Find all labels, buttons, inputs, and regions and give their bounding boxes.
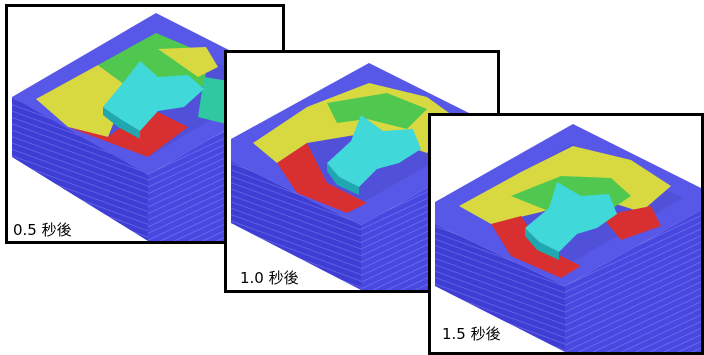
green-region (98, 33, 208, 87)
cyan-block-side (327, 163, 359, 195)
container-left-wall (231, 161, 361, 290)
container-right-wall (565, 210, 701, 352)
green-region (327, 93, 427, 129)
time-label: 1.5 秒後 (442, 325, 501, 343)
panel-1-5s: 1.5 秒後 (428, 113, 704, 355)
container-left-wall (435, 224, 565, 352)
cyan-block (525, 182, 617, 252)
yellow-region-right (158, 47, 218, 77)
cyan-block-side (525, 228, 559, 260)
red-region (277, 143, 367, 213)
cyan-block (103, 61, 204, 131)
yellow-region (36, 65, 128, 137)
cyan-block (327, 115, 421, 187)
time-label: 0.5 秒後 (13, 221, 72, 239)
simulation-render-1-5s (435, 124, 701, 352)
time-label: 1.0 秒後 (240, 269, 299, 287)
container-left-wall (12, 97, 148, 241)
cyan-block-side (103, 107, 140, 139)
